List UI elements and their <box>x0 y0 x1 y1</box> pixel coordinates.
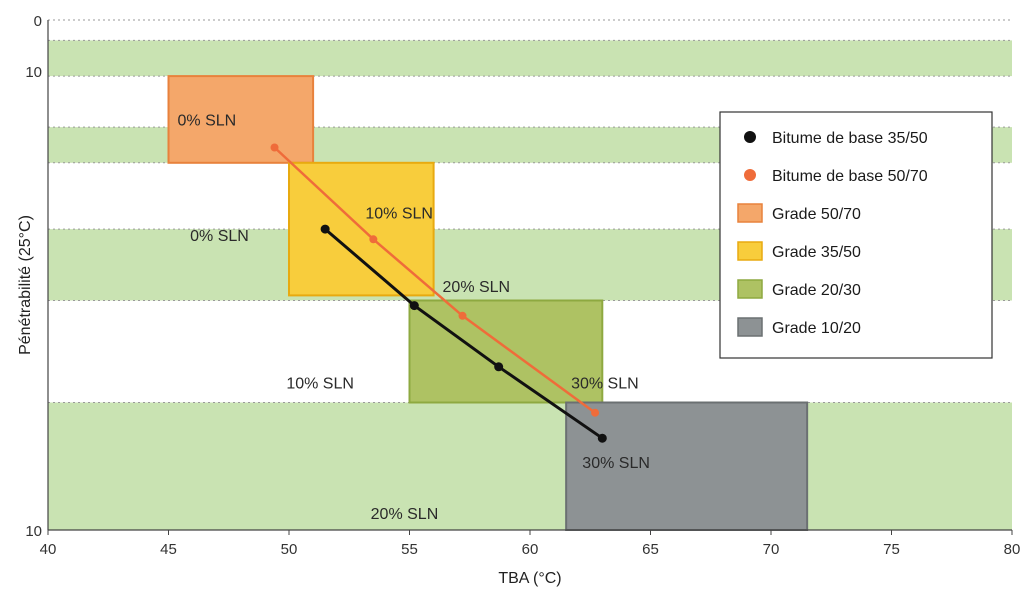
y-tick-label-0: 0 <box>34 13 42 30</box>
y-axis-title: Pénétrabilité (25°C) <box>17 215 34 355</box>
series-line-1 <box>273 146 596 414</box>
x-tick-label-2: 50 <box>281 541 298 558</box>
x-tick-label-5: 65 <box>642 541 659 558</box>
series-1-point-2 <box>458 311 467 320</box>
legend-label-series-1: Bitume de base 50/70 <box>772 168 928 185</box>
grade-box-2 <box>408 299 604 404</box>
y-tick-label-1: 10 <box>25 64 42 81</box>
series-0-label-1: 10% SLN <box>286 376 354 393</box>
legend: Bitume de base 35/50 Bitume de base 50/70… <box>719 111 993 359</box>
series-1-point-1 <box>369 235 378 244</box>
x-tick-label-6: 70 <box>763 541 780 558</box>
grade-box-0 <box>167 75 315 164</box>
point-labels: 0% SLN 10% SLN 20% SLN 30% SLN 0% SLN 10% SLN… <box>178 113 650 523</box>
series-lines <box>273 146 604 440</box>
x-axis-title: TBA (°C) <box>498 570 561 587</box>
legend-marker-series-0 <box>744 131 756 143</box>
series-0-label-3: 30% SLN <box>582 455 650 472</box>
series-0-label-0: 0% SLN <box>190 228 249 245</box>
series-1-label-0: 0% SLN <box>178 113 237 130</box>
legend-label-grade-2: Grade 20/30 <box>772 282 861 299</box>
x-tick-label-1: 45 <box>160 541 177 558</box>
legend-label-grade-3: Grade 10/20 <box>772 320 861 337</box>
x-tick-label-0: 40 <box>40 541 57 558</box>
series-1-label-2: 20% SLN <box>443 279 511 296</box>
series-line-0 <box>324 227 604 440</box>
x-tick-label-3: 55 <box>401 541 418 558</box>
legend-swatch-grade-1 <box>737 241 763 261</box>
series-1-label-3: 30% SLN <box>571 376 639 393</box>
legend-swatch-grade-3 <box>737 317 763 337</box>
y-tick-label-2: 10 <box>25 523 42 540</box>
series-1-point-0 <box>270 143 279 152</box>
legend-marker-series-1 <box>744 169 756 181</box>
legend-box <box>719 111 993 359</box>
band-0 <box>48 40 1012 77</box>
series-0-point-1 <box>409 301 419 311</box>
series-1-point-3 <box>591 408 600 417</box>
legend-swatch-grade-2 <box>737 279 763 299</box>
series-0-point-2 <box>494 362 504 372</box>
x-tick-label-4: 60 <box>522 541 539 558</box>
band-3 <box>48 402 1012 530</box>
legend-label-grade-0: Grade 50/70 <box>772 206 861 223</box>
series-0-label-2: 20% SLN <box>371 506 439 523</box>
x-tick-label-7: 75 <box>883 541 900 558</box>
x-tick-label-8: 80 <box>1004 541 1021 558</box>
series-0-point-0 <box>320 224 330 234</box>
series-1-label-1: 10% SLN <box>365 205 433 222</box>
grade-box-3 <box>565 401 809 531</box>
legend-label-series-0: Bitume de base 35/50 <box>772 130 928 147</box>
series-0-point-3 <box>597 433 607 443</box>
legend-swatch-grade-0 <box>737 203 763 223</box>
series-points <box>270 143 607 443</box>
tick-labels: 40 45 50 55 60 65 70 75 80 0 10 10 <box>25 13 1020 558</box>
legend-label-grade-1: Grade 35/50 <box>772 244 861 261</box>
